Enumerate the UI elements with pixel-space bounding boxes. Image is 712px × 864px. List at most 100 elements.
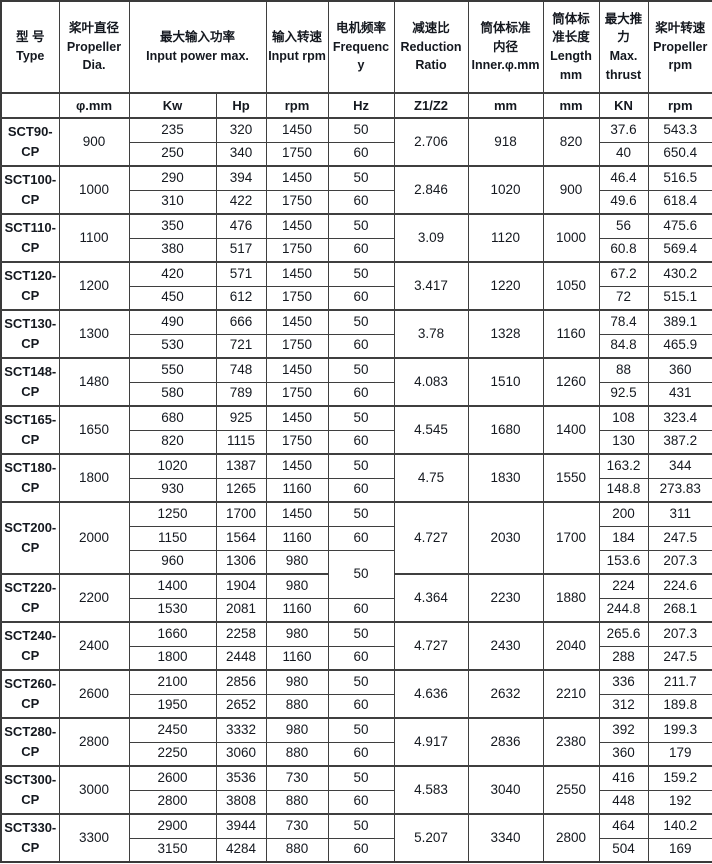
inner-diameter-cell: 1120 (467, 213, 544, 263)
propeller-rpm-cell: 247.5 (647, 525, 712, 551)
inner-diameter-cell: 1328 (467, 309, 544, 359)
frequency-cell: 50 (327, 309, 395, 335)
power-kw-cell: 235 (128, 117, 217, 143)
reduction-ratio-cell: 4.727 (393, 501, 469, 575)
unit-ratio: Z1/Z2 (393, 92, 469, 119)
power-hp-cell: 3332 (215, 717, 267, 743)
table-row: SCT330-CP 3300 2900 3944 730 50 5.207 3340 2800 4… (0, 813, 712, 863)
power-hp-cell: 3944 (215, 813, 267, 839)
model-type-cell: SCT300-CP (0, 765, 60, 815)
input-rpm-cell: 1750 (265, 189, 329, 215)
reduction-ratio-cell: 4.545 (393, 405, 469, 455)
max-thrust-cell: 416 (598, 765, 649, 791)
table-row: 1950 2652 880 60 312 189.8 (1, 693, 712, 719)
propeller-rpm-cell: 224.6 (647, 573, 712, 599)
power-kw-cell: 960 (128, 549, 217, 575)
power-kw-cell: 2600 (128, 765, 217, 791)
propeller-dia-cell: 2600 (58, 669, 130, 719)
propeller-rpm-cell: 515.1 (647, 285, 712, 311)
frequency-cell: 60 (327, 333, 395, 359)
power-kw-cell: 930 (128, 477, 217, 503)
power-kw-cell: 1660 (128, 621, 217, 647)
input-rpm-cell: 880 (265, 837, 329, 863)
table-row: SCT260-CP 2600 2100 2856 980 50 4.636 2632 2210 3… (0, 669, 712, 719)
max-thrust-cell: 130 (598, 429, 649, 455)
reduction-ratio-cell: 3.417 (393, 261, 469, 311)
propeller-dia-cell: 1100 (58, 213, 130, 263)
length-cell: 1400 (542, 405, 600, 455)
table-row: 580 789 1750 60 92.5 431 (1, 381, 712, 407)
reduction-ratio-cell: 4.364 (393, 573, 469, 623)
table-row: 1800 2448 1160 60 288 247.5 (1, 645, 712, 671)
header-input-rpm: 输入转速 Input rpm (265, 0, 329, 94)
propeller-rpm-cell: 618.4 (647, 189, 712, 215)
max-thrust-cell: 46.4 (598, 165, 649, 191)
power-hp-cell: 571 (215, 261, 267, 287)
table-row: SCT165-CP 1650 680 925 1450 50 4.545 1680 1400 10… (0, 405, 712, 455)
power-kw-cell: 2450 (128, 717, 217, 743)
inner-diameter-cell: 2430 (467, 621, 544, 671)
unit-type (0, 92, 60, 119)
power-kw-cell: 2800 (128, 789, 217, 815)
input-rpm-cell: 880 (265, 693, 329, 719)
frequency-cell: 50 (327, 621, 395, 647)
max-thrust-cell: 108 (598, 405, 649, 431)
frequency-cell: 50 (327, 501, 395, 527)
frequency-cell: 60 (327, 429, 395, 455)
power-kw-cell: 2900 (128, 813, 217, 839)
input-rpm-cell: 1750 (265, 429, 329, 455)
unit-propeller-dia: φ.mm (58, 92, 130, 119)
power-kw-cell: 1150 (128, 525, 217, 551)
length-cell: 820 (542, 117, 600, 167)
max-thrust-cell: 224 (598, 573, 649, 599)
header-inner-diameter: 筒体标准 内径 Inner.φ.mm (467, 0, 544, 94)
length-cell: 2210 (542, 669, 600, 719)
inner-diameter-cell: 1830 (467, 453, 544, 503)
power-hp-cell: 3536 (215, 765, 267, 791)
propeller-rpm-cell: 192 (647, 789, 712, 815)
max-thrust-cell: 56 (598, 213, 649, 239)
inner-diameter-cell: 1220 (467, 261, 544, 311)
length-cell: 2800 (542, 813, 600, 863)
inner-diameter-cell: 2836 (467, 717, 544, 767)
max-thrust-cell: 312 (598, 693, 649, 719)
inner-diameter-cell: 1680 (467, 405, 544, 455)
power-hp-cell: 340 (215, 141, 267, 167)
inner-diameter-cell: 3340 (467, 813, 544, 863)
power-kw-cell: 350 (128, 213, 217, 239)
propeller-dia-cell: 2200 (58, 573, 130, 623)
length-cell: 1700 (542, 501, 600, 575)
frequency-cell: 50 (327, 117, 395, 143)
input-rpm-cell: 980 (265, 549, 329, 575)
input-rpm-cell: 1160 (265, 597, 329, 623)
propeller-rpm-cell: 465.9 (647, 333, 712, 359)
max-thrust-cell: 153.6 (598, 549, 649, 575)
propeller-rpm-cell: 207.3 (647, 549, 712, 575)
power-hp-cell: 422 (215, 189, 267, 215)
propeller-dia-cell: 3000 (58, 765, 130, 815)
propeller-rpm-cell: 360 (647, 357, 712, 383)
power-hp-cell: 925 (215, 405, 267, 431)
inner-diameter-cell: 2030 (467, 501, 544, 575)
length-cell: 1160 (542, 309, 600, 359)
propeller-rpm-cell: 273.83 (647, 477, 712, 503)
table-row: SCT220-CP 2200 1400 1904 980 4.364 2230 1880 224… (0, 573, 712, 623)
unit-input-rpm: rpm (265, 92, 329, 119)
unit-length-mm: mm (542, 92, 600, 119)
frequency-cell: 60 (327, 525, 395, 551)
input-rpm-cell: 1450 (265, 453, 329, 479)
unit-propeller-rpm: rpm (647, 92, 712, 119)
propeller-rpm-cell: 430.2 (647, 261, 712, 287)
frequency-cell: 60 (327, 837, 395, 863)
input-rpm-cell: 1450 (265, 165, 329, 191)
table-row: 250 340 1750 60 40 650.4 (1, 141, 712, 167)
power-hp-cell: 4284 (215, 837, 267, 863)
max-thrust-cell: 92.5 (598, 381, 649, 407)
propeller-dia-cell: 900 (58, 117, 130, 167)
header-propeller-rpm: 桨叶转速 Propeller rpm (647, 0, 712, 94)
propeller-rpm-cell: 199.3 (647, 717, 712, 743)
input-rpm-cell: 1450 (265, 405, 329, 431)
model-type-cell: SCT330-CP (0, 813, 60, 863)
model-type-cell: SCT180-CP (0, 453, 60, 503)
